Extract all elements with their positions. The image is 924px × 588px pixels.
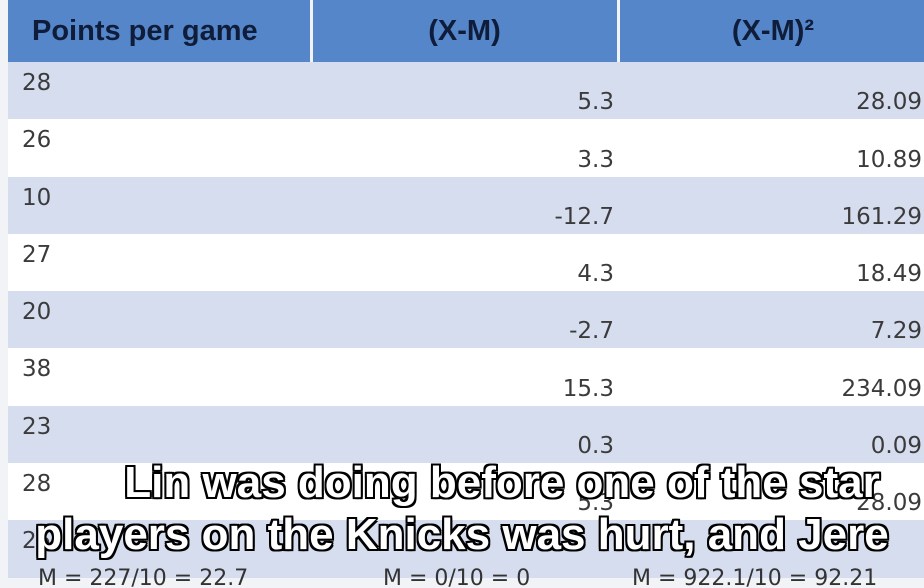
table-row: 28 5.3 28.09	[8, 62, 924, 120]
cell-deviation: 15.3	[311, 348, 618, 406]
cell-squared-deviation: 161.29	[618, 176, 924, 234]
cell-points: 27	[8, 233, 311, 292]
cell-points: 28	[8, 62, 311, 120]
table-row: 25	[8, 520, 924, 578]
cell-squared-deviation: 0.09	[618, 405, 924, 464]
table-header-row: Points per game (X-M) (X-M)²	[8, 0, 924, 62]
subtitle-line-1: Lin was doing before one of the star	[123, 457, 880, 508]
header-points-per-game: Points per game	[8, 0, 313, 62]
cell-points: 20	[8, 291, 311, 349]
table-row: 27 4.3 18.49	[8, 233, 924, 292]
cell-points: 25	[8, 520, 311, 578]
cell-deviation: -2.7	[311, 291, 618, 349]
cell-deviation: 0.3	[311, 405, 618, 464]
cell-squared-deviation: 18.49	[618, 233, 924, 292]
table-row: 23 0.3 0.09	[8, 405, 924, 464]
header-squared-deviation: (X-M)²	[618, 0, 924, 62]
cell-points: 23	[8, 405, 311, 464]
cell-points: 28	[8, 463, 311, 521]
cell-points: 26	[8, 119, 311, 177]
cell-deviation	[311, 520, 618, 578]
cell-deviation: -12.7	[311, 176, 618, 234]
points-table: Points per game (X-M) (X-M)² 28 5.3 28.0…	[8, 0, 924, 578]
cell-squared-deviation: 7.29	[618, 291, 924, 349]
table-row: 20 -2.7 7.29	[8, 291, 924, 349]
subtitle-line-2: players on the Knicks was hurt, and Jere	[34, 509, 889, 560]
mean-points: M = 227/10 = 22.7	[38, 566, 249, 588]
table-row: 26 3.3 10.89	[8, 119, 924, 177]
cell-points: 38	[8, 348, 311, 406]
cell-deviation: 4.3	[311, 233, 618, 292]
header-deviation: (X-M)	[311, 0, 620, 62]
cell-deviation: 3.3	[311, 119, 618, 177]
mean-formulas: M = 227/10 = 22.7 M = 0/10 = 0 M = 922.1…	[0, 566, 924, 588]
cell-deviation: 5.3	[311, 62, 618, 120]
cell-squared-deviation	[618, 520, 924, 578]
cell-squared-deviation: 10.89	[618, 119, 924, 177]
cell-points: 10	[8, 176, 311, 234]
cell-squared-deviation: 28.09	[618, 463, 924, 521]
cell-squared-deviation: 28.09	[618, 62, 924, 120]
cell-squared-deviation: 234.09	[618, 348, 924, 406]
cell-deviation: 5.3	[311, 463, 618, 521]
table-row: 38 15.3 234.09	[8, 348, 924, 406]
table-row: 10 -12.7 161.29	[8, 176, 924, 234]
mean-squared-deviation: M = 922.1/10 = 92.21	[632, 566, 878, 588]
table-row: 28 5.3 28.09	[8, 463, 924, 521]
mean-deviation: M = 0/10 = 0	[383, 566, 531, 588]
